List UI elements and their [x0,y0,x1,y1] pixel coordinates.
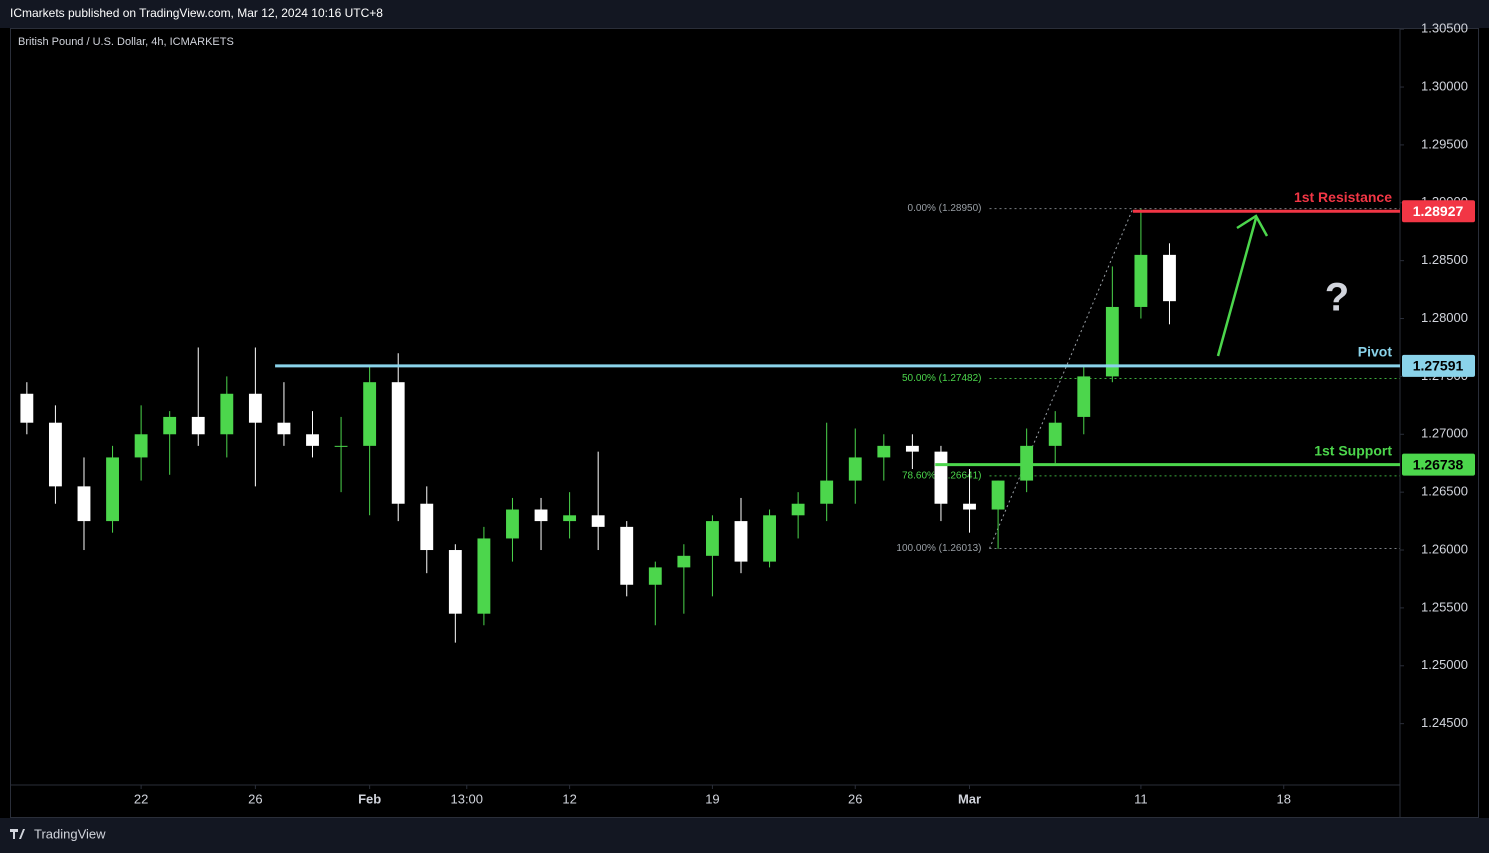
price-tag [1402,354,1475,377]
arrow [1216,214,1269,357]
candle-body [563,515,577,522]
candle-body [705,521,719,556]
y-tick-label: 1.25500 [1421,599,1468,614]
candle-body [734,521,748,562]
y-tick-label: 1.29500 [1421,136,1468,151]
candle-body [220,393,234,435]
candle-body [648,567,662,585]
candle-body [1163,254,1176,302]
x-tick-label: 11 [1134,791,1148,806]
candle-body [791,503,805,516]
fib-label: 0.00% (1.28950) [908,203,982,214]
candle-body [1048,422,1062,446]
candle-body [477,538,491,614]
candle-body [163,416,177,435]
footer: TradingView [34,826,106,841]
fib-label: 100.00% (1.26013) [896,543,981,554]
price-tag [1402,453,1475,476]
candle-body [905,445,919,452]
candle-body [877,445,891,458]
candle-body [763,515,776,562]
frame [10,28,1479,818]
candle-body [334,445,348,447]
level-name: 1st Resistance [1294,189,1392,205]
tradingview-logo [10,829,25,839]
candle-body [1077,376,1091,417]
candle-body [591,515,605,527]
x-tick-label: 26 [848,791,862,806]
candle-body [1134,254,1148,307]
level-name: Pivot [1358,344,1393,360]
candle-body [1105,306,1119,377]
y-tick-label: 1.27000 [1421,426,1468,441]
level-name: 1st Support [1314,442,1392,458]
candle-body [506,509,519,539]
x-tick-label: 13:00 [450,791,483,806]
candle-body [134,434,148,458]
y-tick-label: 1.28000 [1421,310,1468,325]
candle-body [963,503,976,510]
y-tick-label: 1.30000 [1421,78,1468,93]
candle-body [448,550,462,614]
price-tag-label: 1.28927 [1413,203,1464,219]
x-tick-label: 18 [1277,791,1291,806]
candle-body [991,480,1005,510]
top-bar [0,0,1489,28]
candle-body [848,457,862,481]
x-tick-label: 26 [248,791,262,806]
y-tick-label: 1.26500 [1421,484,1468,499]
x-tick-label: Mar [958,791,981,806]
candle-body [191,416,205,435]
candle-body [363,382,377,446]
y-tick-label: 1.28500 [1421,252,1468,267]
candle-body [420,503,434,551]
candle-body [77,486,91,522]
y-tick-label: 1.30500 [1421,21,1468,36]
candle-body [20,393,34,423]
price-tag [1402,200,1475,223]
candle-body [391,382,405,504]
x-tick-label: 12 [562,791,576,806]
fib-trend [989,208,1134,549]
bottom-bar [0,818,1489,853]
candle-body [306,434,319,446]
fib-label: 50.00% (1.27482) [902,373,982,384]
candle-body [934,451,948,504]
candle-body [534,509,548,522]
x-tick-label: 19 [705,791,719,806]
header: ICmarkets published on TradingView.com, … [10,6,383,20]
candle-body [248,393,262,423]
question-mark: ? [1325,276,1349,320]
candle-body [277,422,291,435]
price-tag-label: 1.27591 [1413,358,1464,374]
candle-body [106,457,119,522]
x-tick-label: Feb [358,791,381,806]
candle-body [677,555,691,568]
y-tick-label: 1.26000 [1421,541,1468,556]
candle-body [620,526,634,585]
y-tick-label: 1.24500 [1421,715,1468,730]
price-tag-label: 1.26738 [1413,456,1464,472]
y-tick-label: 1.25000 [1421,657,1468,672]
chart-title: British Pound / U.S. Dollar, 4h, ICMARKE… [18,36,234,48]
candle-body [48,422,62,487]
x-tick-label: 22 [134,791,148,806]
candle-body [820,480,834,504]
